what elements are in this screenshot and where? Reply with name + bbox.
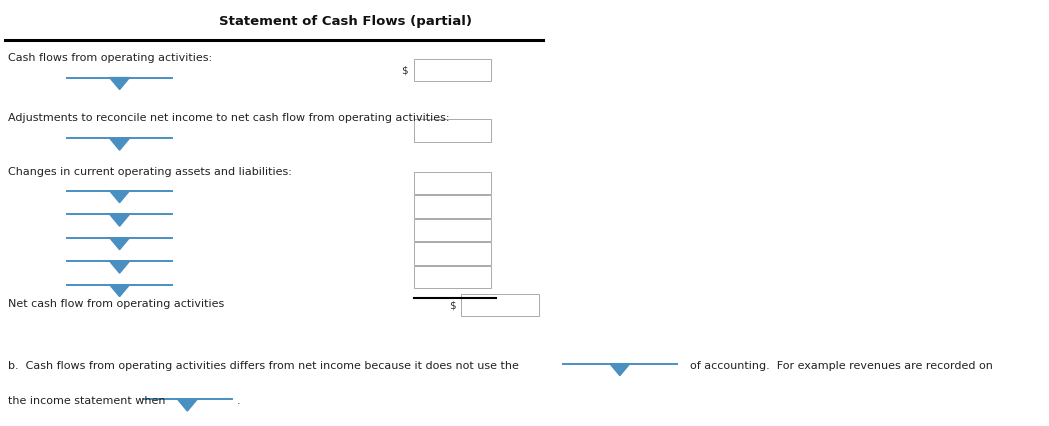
Polygon shape: [109, 78, 129, 90]
Text: the income statement when: the income statement when: [8, 395, 166, 405]
Text: Statement of Cash Flows (partial): Statement of Cash Flows (partial): [219, 15, 472, 28]
Bar: [413, 219, 491, 242]
Polygon shape: [109, 285, 129, 297]
Polygon shape: [609, 364, 629, 376]
Text: Net cash flow from operating activities: Net cash flow from operating activities: [8, 298, 224, 308]
Bar: [413, 120, 491, 142]
Text: b.  Cash flows from operating activities differs from net income because it does: b. Cash flows from operating activities …: [8, 360, 519, 370]
Bar: [413, 266, 491, 288]
Bar: [462, 294, 539, 316]
Bar: [413, 243, 491, 265]
Polygon shape: [177, 399, 197, 411]
Text: $: $: [449, 300, 455, 310]
Polygon shape: [109, 215, 129, 227]
Polygon shape: [109, 191, 129, 203]
Text: Adjustments to reconcile net income to net cash flow from operating activities:: Adjustments to reconcile net income to n…: [8, 113, 449, 123]
Text: of accounting.  For example revenues are recorded on: of accounting. For example revenues are …: [689, 360, 992, 370]
Bar: [413, 173, 491, 195]
Text: Cash flows from operating activities:: Cash flows from operating activities:: [8, 53, 212, 63]
Text: Changes in current operating assets and liabilities:: Changes in current operating assets and …: [8, 166, 292, 176]
Bar: [413, 196, 491, 218]
Text: $: $: [401, 66, 408, 76]
Bar: [413, 60, 491, 82]
Polygon shape: [109, 238, 129, 250]
Polygon shape: [109, 139, 129, 151]
Text: .: .: [237, 395, 241, 405]
Polygon shape: [109, 262, 129, 273]
